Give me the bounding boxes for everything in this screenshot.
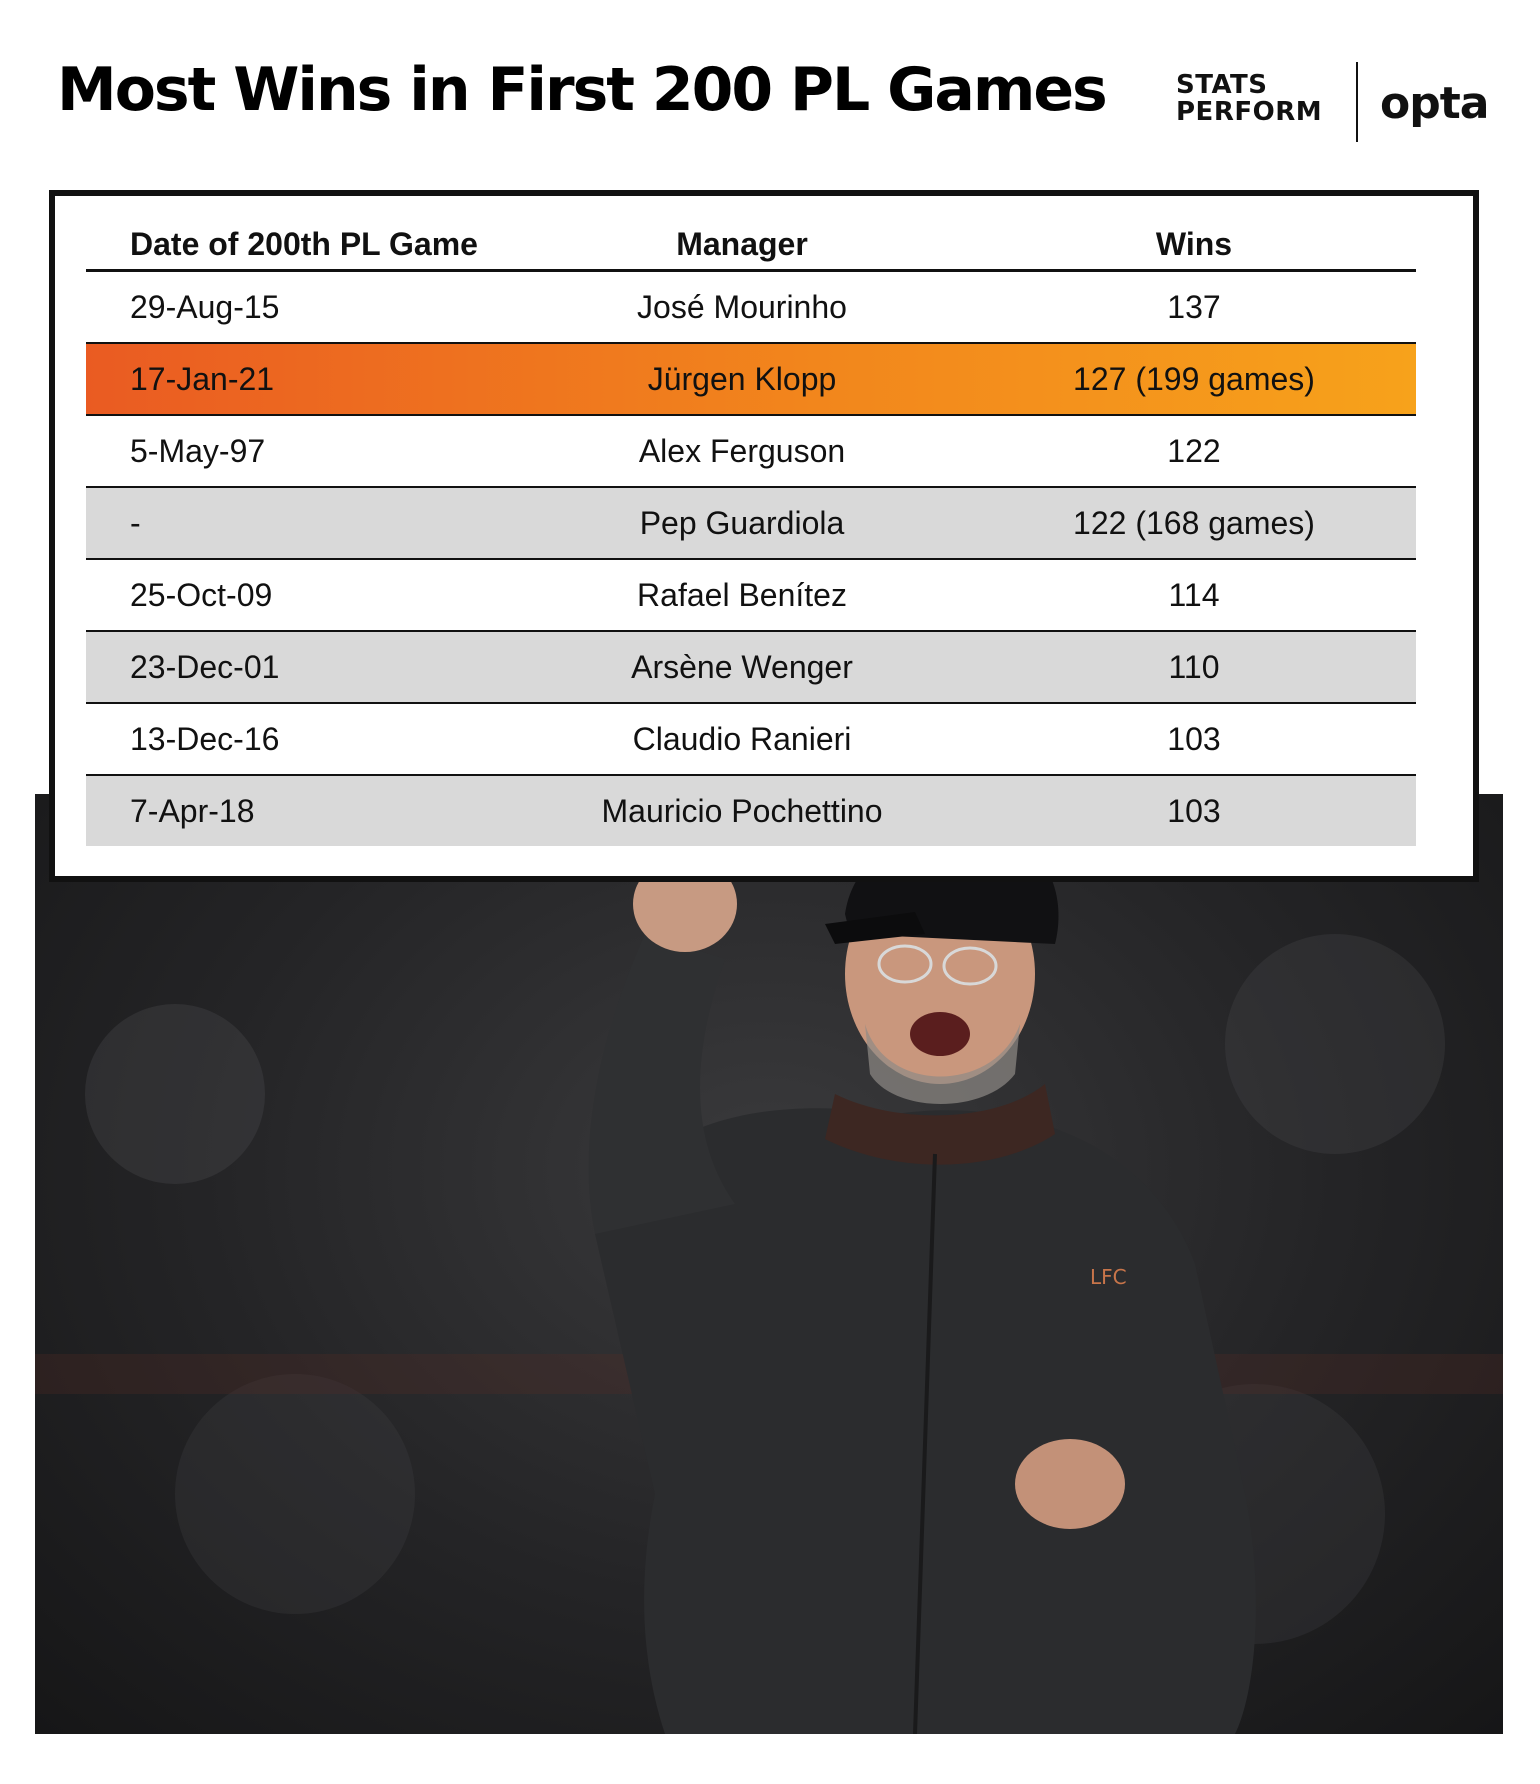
header-row: Date of 200th PL Game Manager Wins	[86, 219, 1416, 272]
table-row: 13-Dec-16 Claudio Ranieri 103	[86, 703, 1416, 776]
wins-cell: 103	[972, 703, 1416, 776]
photo-illustration: LFC	[35, 827, 1503, 1734]
manager-cell: Claudio Ranieri	[512, 703, 972, 776]
wins-cell: 122 (168 games)	[972, 487, 1416, 560]
wins-cell: 114	[972, 559, 1416, 632]
column-header-date: Date of 200th PL Game	[86, 219, 512, 272]
date-cell: 7-Apr-18	[86, 775, 512, 846]
column-header-manager: Manager	[512, 219, 972, 272]
manager-cell: Mauricio Pochettino	[512, 775, 972, 846]
manager-cell: Pep Guardiola	[512, 487, 972, 560]
manager-cell: Alex Ferguson	[512, 415, 972, 488]
table-row: 25-Oct-09 Rafael Benítez 114	[86, 559, 1416, 632]
date-cell: 17-Jan-21	[86, 343, 512, 416]
manager-cell: Jürgen Klopp	[512, 343, 972, 416]
stats-perform-logo: STATS PERFORM	[1176, 70, 1323, 127]
table-row: 29-Aug-15 José Mourinho 137	[86, 270, 1416, 344]
date-cell: 29-Aug-15	[86, 270, 512, 344]
logos: STATS PERFORM opta	[1176, 62, 1489, 148]
table-row: 7-Apr-18 Mauricio Pochettino 103	[86, 775, 1416, 846]
wins-cell: 110	[972, 631, 1416, 704]
wins-table: Date of 200th PL Game Manager Wins 29-Au…	[86, 219, 1416, 846]
wins-cell: 137	[972, 270, 1416, 344]
table-row: 23-Dec-01 Arsène Wenger 110	[86, 631, 1416, 704]
opta-logo: opta	[1380, 78, 1489, 129]
wins-cell: 103	[972, 775, 1416, 846]
date-cell: 23-Dec-01	[86, 631, 512, 704]
date-cell: 13-Dec-16	[86, 703, 512, 776]
column-header-wins: Wins	[972, 219, 1416, 272]
manager-photo: LFC	[35, 794, 1503, 1734]
wins-cell: 122	[972, 415, 1416, 488]
manager-cell: Arsène Wenger	[512, 631, 972, 704]
manager-cell: José Mourinho	[512, 270, 972, 344]
table-row: - Pep Guardiola 122 (168 games)	[86, 487, 1416, 560]
table-row-highlighted: 17-Jan-21 Jürgen Klopp 127 (199 games)	[86, 343, 1416, 416]
date-cell: -	[86, 487, 512, 560]
table-card: Date of 200th PL Game Manager Wins 29-Au…	[49, 190, 1479, 882]
lfc-badge: LFC	[1090, 1265, 1127, 1289]
page-title: Most Wins in First 200 PL Games	[57, 55, 1108, 125]
date-cell: 25-Oct-09	[86, 559, 512, 632]
wins-cell: 127 (199 games)	[972, 343, 1416, 416]
logo-divider	[1356, 62, 1358, 142]
manager-cell: Rafael Benítez	[512, 559, 972, 632]
date-cell: 5-May-97	[86, 415, 512, 488]
table-row: 5-May-97 Alex Ferguson 122	[86, 415, 1416, 488]
